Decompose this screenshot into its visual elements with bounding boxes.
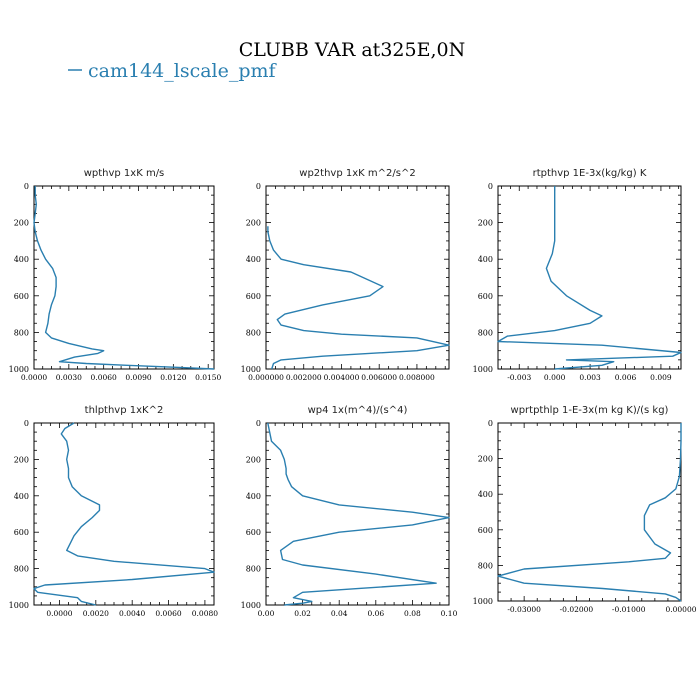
y-tick-label: 600 xyxy=(478,292,493,301)
x-tick-label: 0.06 xyxy=(367,609,384,618)
y-tick-label: 400 xyxy=(478,255,493,264)
y-tick-label: 0 xyxy=(24,419,29,428)
x-tick-label: 0.02 xyxy=(294,609,311,618)
y-tick-label: 0 xyxy=(24,182,29,191)
x-tick-label: 0.00 xyxy=(258,609,275,618)
y-tick-label: 200 xyxy=(246,455,261,464)
y-tick-label: 1000 xyxy=(473,365,493,374)
x-tick-label: 0.006000 xyxy=(361,373,397,382)
y-tick-label: 0 xyxy=(256,182,261,191)
series-line xyxy=(267,422,450,606)
x-tick-label: 0.004000 xyxy=(324,373,360,382)
x-tick-label: 0.10 xyxy=(441,609,458,618)
x-tick-label: 0.000000 xyxy=(248,373,284,382)
x-tick-label: 0.008000 xyxy=(399,373,435,382)
y-tick-label: 400 xyxy=(478,490,493,499)
legend: cam144_lscale_pmf xyxy=(68,60,278,82)
legend-label: cam144_lscale_pmf xyxy=(88,60,278,82)
x-tick-label: 0.0090 xyxy=(125,373,151,382)
x-tick-label: 0.0020 xyxy=(83,609,109,618)
x-tick-label: 0.0080 xyxy=(192,609,218,618)
panel-6: wprtpthlp 1-E-3x(m kg K)/(s kg) 0 200 400 60… xyxy=(473,405,697,614)
y-tick-label: 200 xyxy=(478,219,493,228)
y-tick-label: 600 xyxy=(14,528,29,537)
y-tick-label: 200 xyxy=(14,455,29,464)
panel-3: rtpthvp 1E-3x(kg/kg) K 0 200 400 600 800 1000 -… xyxy=(473,168,682,382)
y-tick-label: 600 xyxy=(14,292,29,301)
x-tick-label: 0.003 xyxy=(579,373,601,382)
y-tick-label: 400 xyxy=(14,255,29,264)
series-line xyxy=(497,423,682,602)
y-tick-label: 200 xyxy=(478,455,493,464)
y-tick-label: 1000 xyxy=(241,601,261,610)
panel-title: wp4 1x(m^4)/(s^4) xyxy=(308,405,408,416)
panel-title: thlpthvp 1xK^2 xyxy=(85,405,164,416)
panel-title: rtpthvp 1E-3x(kg/kg) K xyxy=(533,168,647,179)
y-tick-label: 1000 xyxy=(241,365,261,374)
x-tick-label: 0.08 xyxy=(404,609,421,618)
x-tick-label: 0.000 xyxy=(544,373,566,382)
x-tick-label: 0.0000 xyxy=(46,609,72,618)
y-tick-label: 400 xyxy=(246,255,261,264)
y-tick-label: 800 xyxy=(246,328,261,337)
y-tick-label: 200 xyxy=(246,219,261,228)
panel-title: wpthvp 1xK m/s xyxy=(84,168,165,179)
y-tick-label: 600 xyxy=(478,526,493,535)
x-tick-label: 0.0150 xyxy=(195,373,221,382)
panel-title: wp2thvp 1xK m^2/s^2 xyxy=(299,168,415,179)
x-tick-label: 0.00000 xyxy=(665,605,696,614)
figure-title: CLUBB VAR at325E,0N xyxy=(239,39,465,61)
y-tick-label: 800 xyxy=(14,328,29,337)
series-line xyxy=(33,186,215,370)
x-tick-label: 0.002000 xyxy=(286,373,322,382)
y-tick-label: 1000 xyxy=(473,597,493,606)
x-tick-label: 0.0060 xyxy=(155,609,181,618)
y-tick-label: 0 xyxy=(488,419,493,428)
y-tick-label: 800 xyxy=(478,561,493,570)
y-tick-label: 200 xyxy=(14,219,29,228)
y-tick-label: 600 xyxy=(246,528,261,537)
x-tick-label: 0.04 xyxy=(331,609,348,618)
y-tick-label: 0 xyxy=(488,182,493,191)
panel-2: wp2thvp 1xK m^2/s^2020040060080010000.00… xyxy=(241,168,450,382)
y-tick-label: 400 xyxy=(14,492,29,501)
panel-title: wprtpthlp 1-E-3x(m kg K)/(s kg) xyxy=(511,405,669,416)
y-tick-label: 1000 xyxy=(9,601,29,610)
x-tick-label: 0.0030 xyxy=(56,373,82,382)
series-line xyxy=(33,422,215,606)
x-tick-label: 0.0040 xyxy=(119,609,145,618)
x-tick-label: 0.0060 xyxy=(91,373,117,382)
y-tick-label: 800 xyxy=(14,565,29,574)
x-tick-label: -0.03000 xyxy=(507,605,541,614)
x-tick-label: 0.009 xyxy=(650,373,672,382)
y-tick-label: 600 xyxy=(246,292,261,301)
y-tick-label: 800 xyxy=(246,565,261,574)
x-tick-label: 0.0000 xyxy=(21,373,47,382)
y-tick-label: 400 xyxy=(246,492,261,501)
x-tick-label: 0.006 xyxy=(615,373,637,382)
x-tick-label: -0.01000 xyxy=(612,605,646,614)
y-tick-label: 0 xyxy=(256,419,261,428)
x-tick-label: -0.02000 xyxy=(560,605,594,614)
series-line xyxy=(267,226,450,370)
panel-4: thlpthvp 1xK^2 0 200 400 600 800 1000 0.0000 0.0… xyxy=(9,405,219,618)
y-tick-label: 800 xyxy=(478,328,493,337)
x-tick-label: 0.0120 xyxy=(160,373,186,382)
series-line xyxy=(497,186,682,370)
y-tick-label: 1000 xyxy=(9,365,29,374)
x-tick-label: -0.003 xyxy=(507,373,531,382)
